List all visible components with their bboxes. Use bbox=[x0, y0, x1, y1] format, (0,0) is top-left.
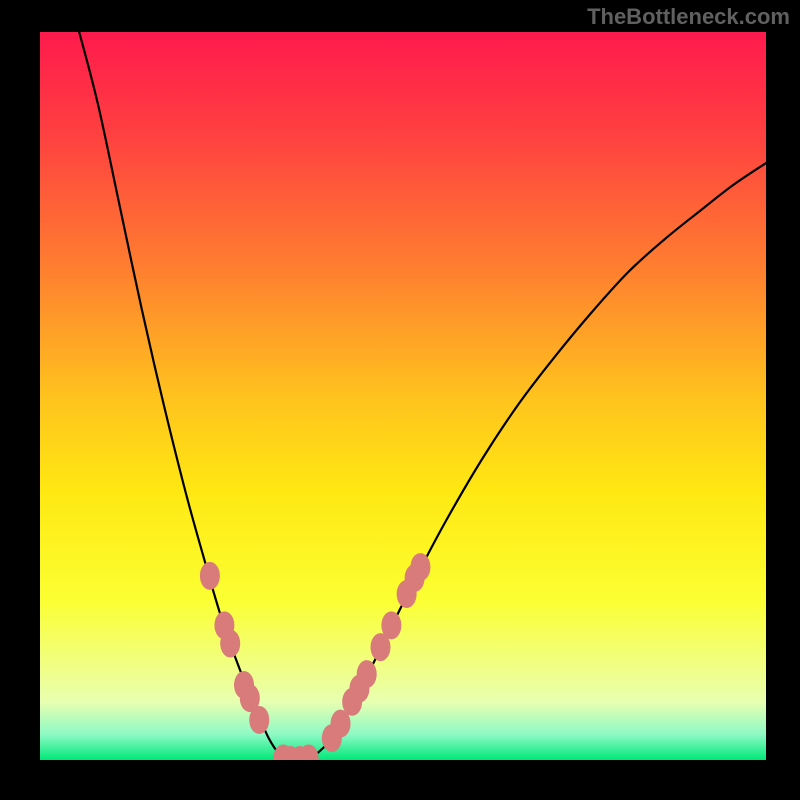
chart-container: TheBottleneck.com bbox=[0, 0, 800, 800]
plot-area bbox=[40, 32, 766, 760]
watermark-label: TheBottleneck.com bbox=[587, 0, 800, 30]
